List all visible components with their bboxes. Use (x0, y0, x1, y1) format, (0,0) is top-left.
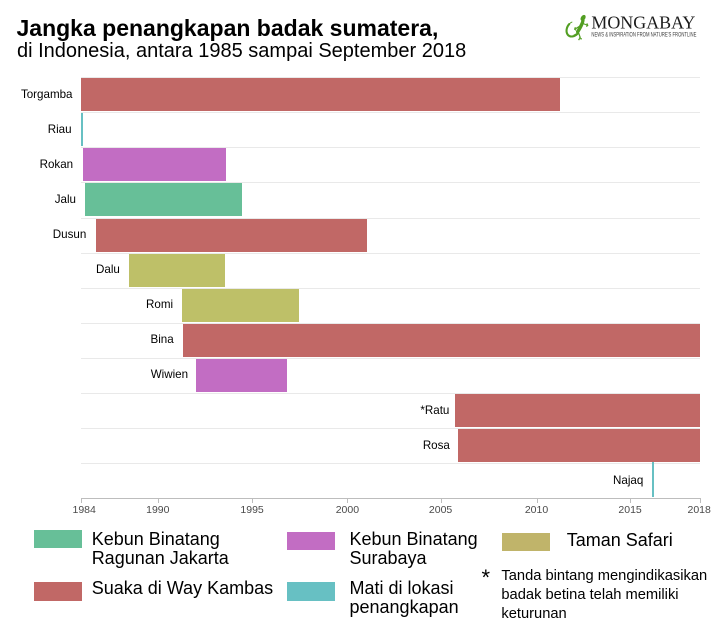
svg-text:NEWS & INSPIRATION FROM NATURE: NEWS & INSPIRATION FROM NATURE'S FRONTLI… (591, 32, 696, 39)
svg-text:MONGABAY: MONGABAY (591, 13, 695, 33)
